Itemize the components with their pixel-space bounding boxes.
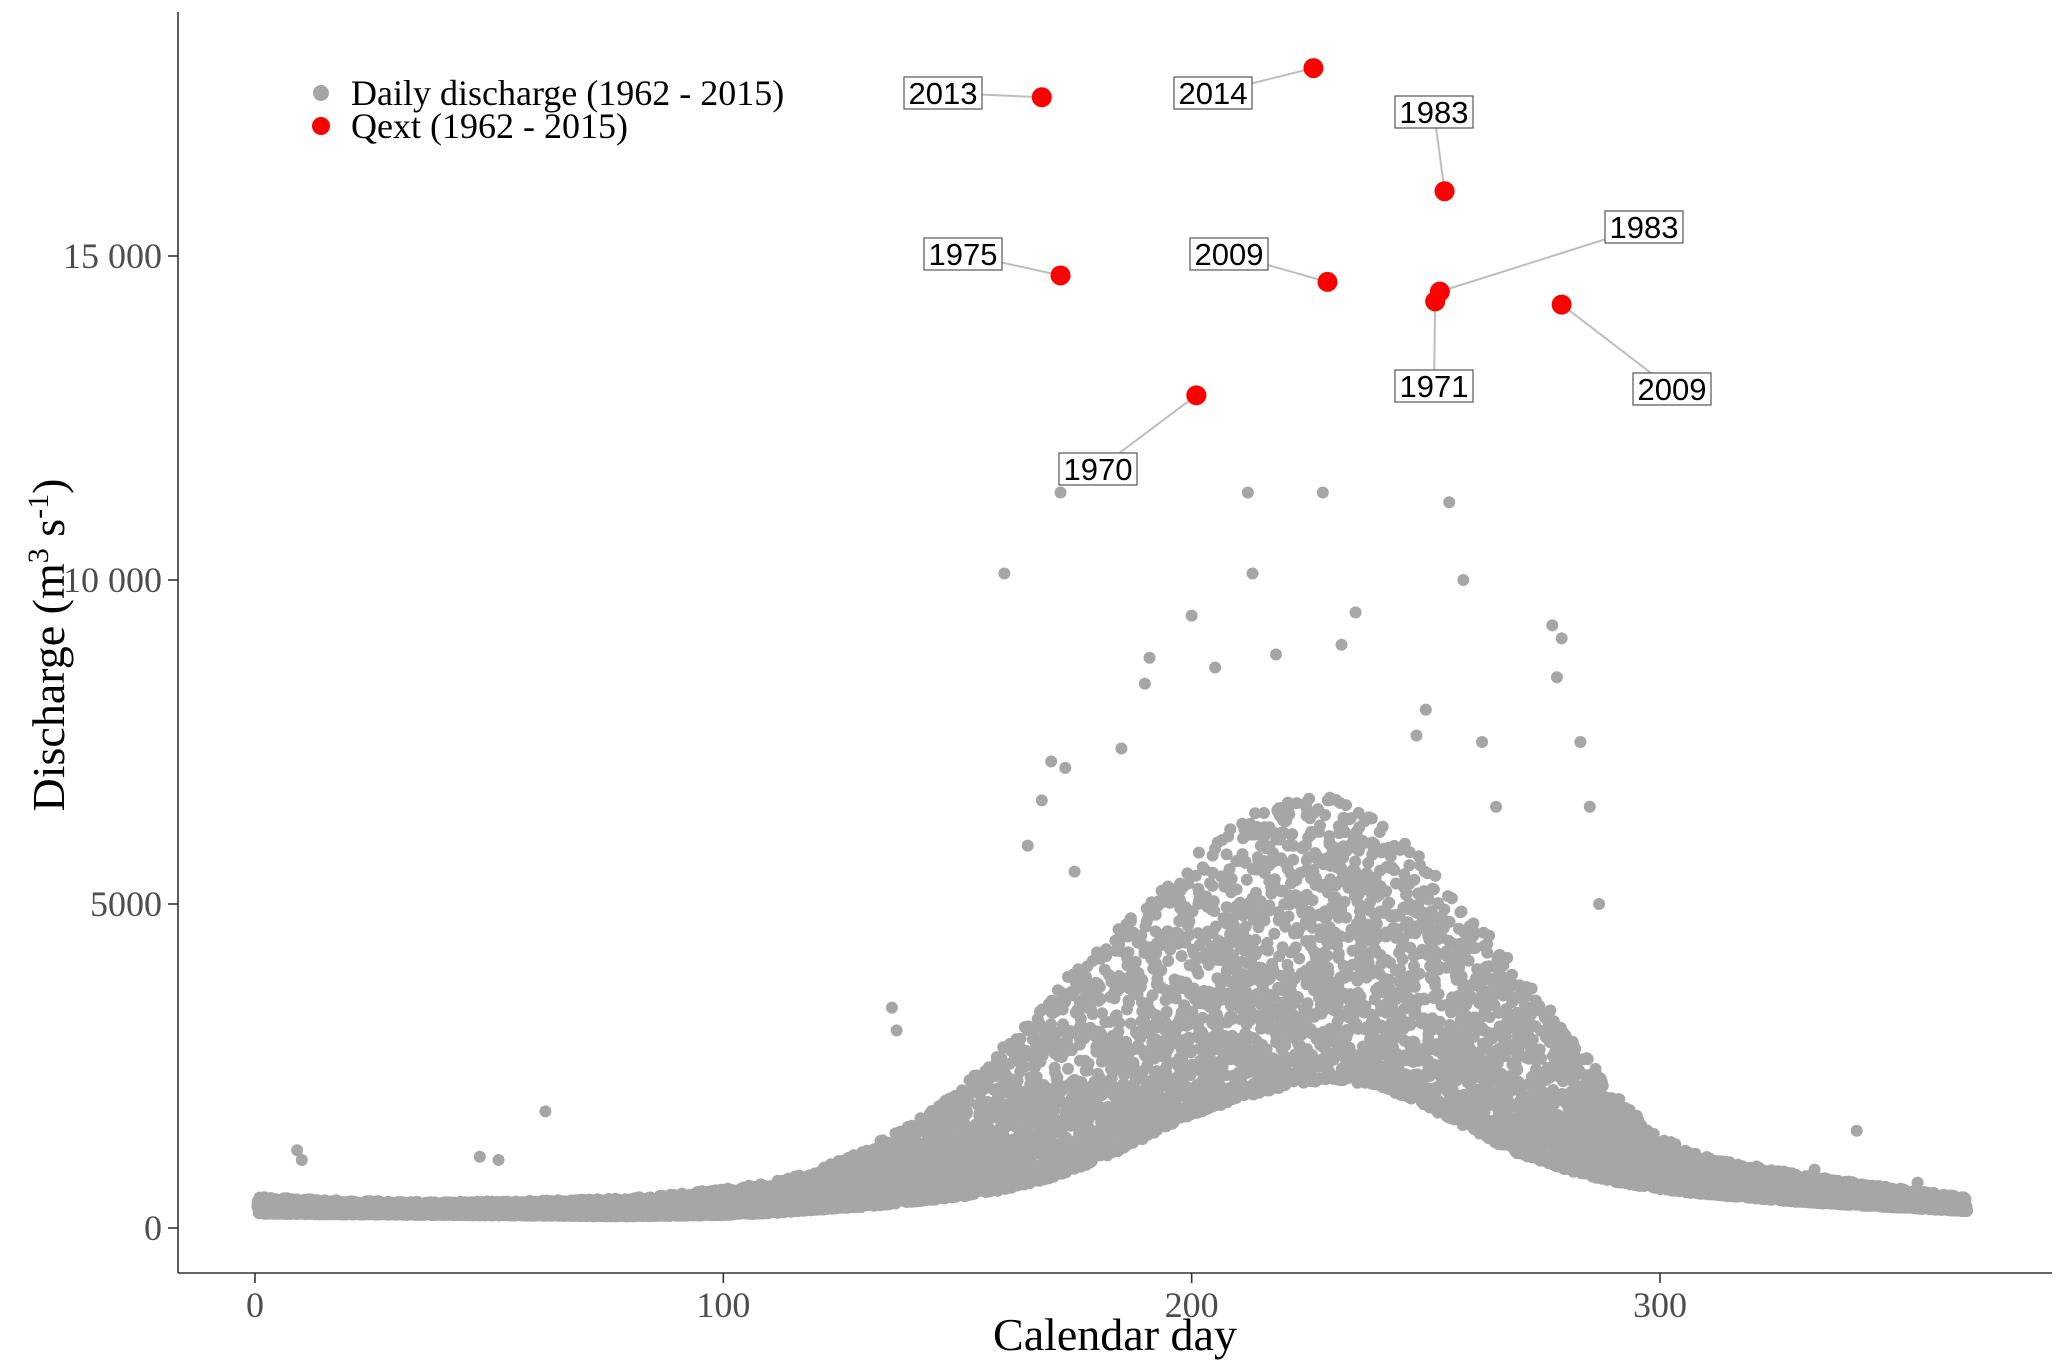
daily-discharge-point [1071,1004,1084,1017]
daily-discharge-point [1037,1079,1050,1091]
daily-discharge-point [1069,976,1082,989]
daily-discharge-point [960,1105,973,1118]
daily-discharge-point [1062,1062,1074,1075]
points-layer [251,486,1974,1223]
daily-discharge-point [1075,1076,1088,1089]
daily-discharge-point [1082,1057,1095,1070]
daily-discharge-point [1049,1066,1062,1079]
